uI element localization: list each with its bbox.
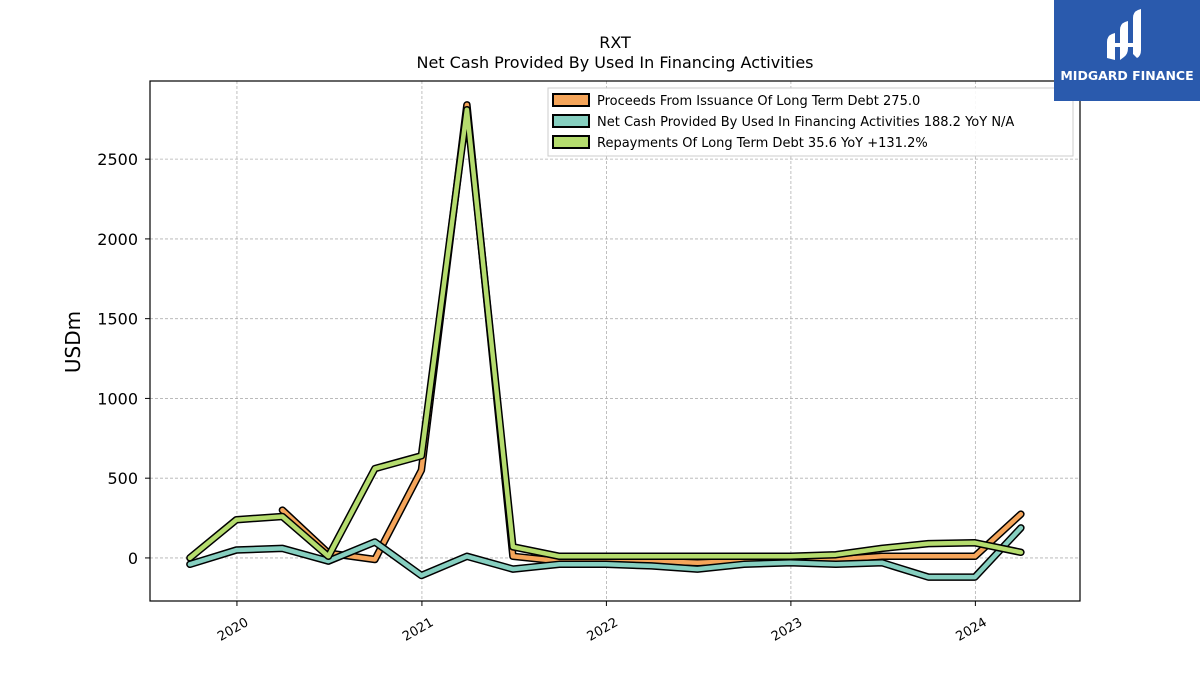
plot-frame (149, 80, 1081, 602)
series-line-outline (278, 101, 1025, 567)
legend-entry-label: Repayments Of Long Term Debt 35.6 YoY +1… (597, 136, 928, 151)
y-tick-label: 500 (107, 469, 138, 488)
series-1 (278, 101, 1025, 567)
axis-ticks: 0 500 1000 1500 2000 2500 2020 2021 2022 2023 2024 (97, 150, 989, 645)
legend-box (547, 87, 1074, 157)
x-tick-label: 2020 (215, 615, 251, 645)
chart-subtitle: Net Cash Provided By Used In Financing A… (416, 53, 813, 72)
legend: Proceeds From Issuance Of Long Term Debt… (547, 87, 1074, 157)
series-3 (186, 105, 1025, 562)
logo-text: MIDGARD FINANCE (1060, 68, 1193, 83)
legend-entry-label: Proceeds From Issuance Of Long Term Debt… (597, 94, 920, 109)
x-tick-label: 2022 (585, 615, 621, 645)
legend-swatch (552, 114, 590, 128)
series-line (280, 102, 1024, 565)
chart-title: RXT (599, 33, 631, 52)
series-line (187, 107, 1024, 561)
legend-swatch (552, 135, 590, 149)
x-tick-label: 2021 (400, 615, 436, 645)
y-tick-label: 2500 (97, 150, 138, 169)
y-tick-label: 1500 (97, 310, 138, 329)
grid (150, 81, 1080, 601)
y-tick-label: 0 (128, 549, 138, 568)
series-lines (186, 101, 1025, 581)
brand-logo: MIDGARD FINANCE (1054, 0, 1200, 101)
y-axis-label: USDm (61, 311, 85, 373)
legend-swatch (552, 93, 590, 107)
series-line-outline (186, 105, 1025, 562)
y-tick-label: 1000 (97, 389, 138, 408)
legend-entry-label: Net Cash Provided By Used In Financing A… (597, 115, 1014, 130)
series-2 (186, 524, 1025, 581)
x-tick-label: 2024 (954, 615, 990, 645)
midgard-mark-icon (1107, 9, 1141, 60)
y-tick-label: 2000 (97, 230, 138, 249)
x-tick-label: 2023 (769, 615, 805, 645)
